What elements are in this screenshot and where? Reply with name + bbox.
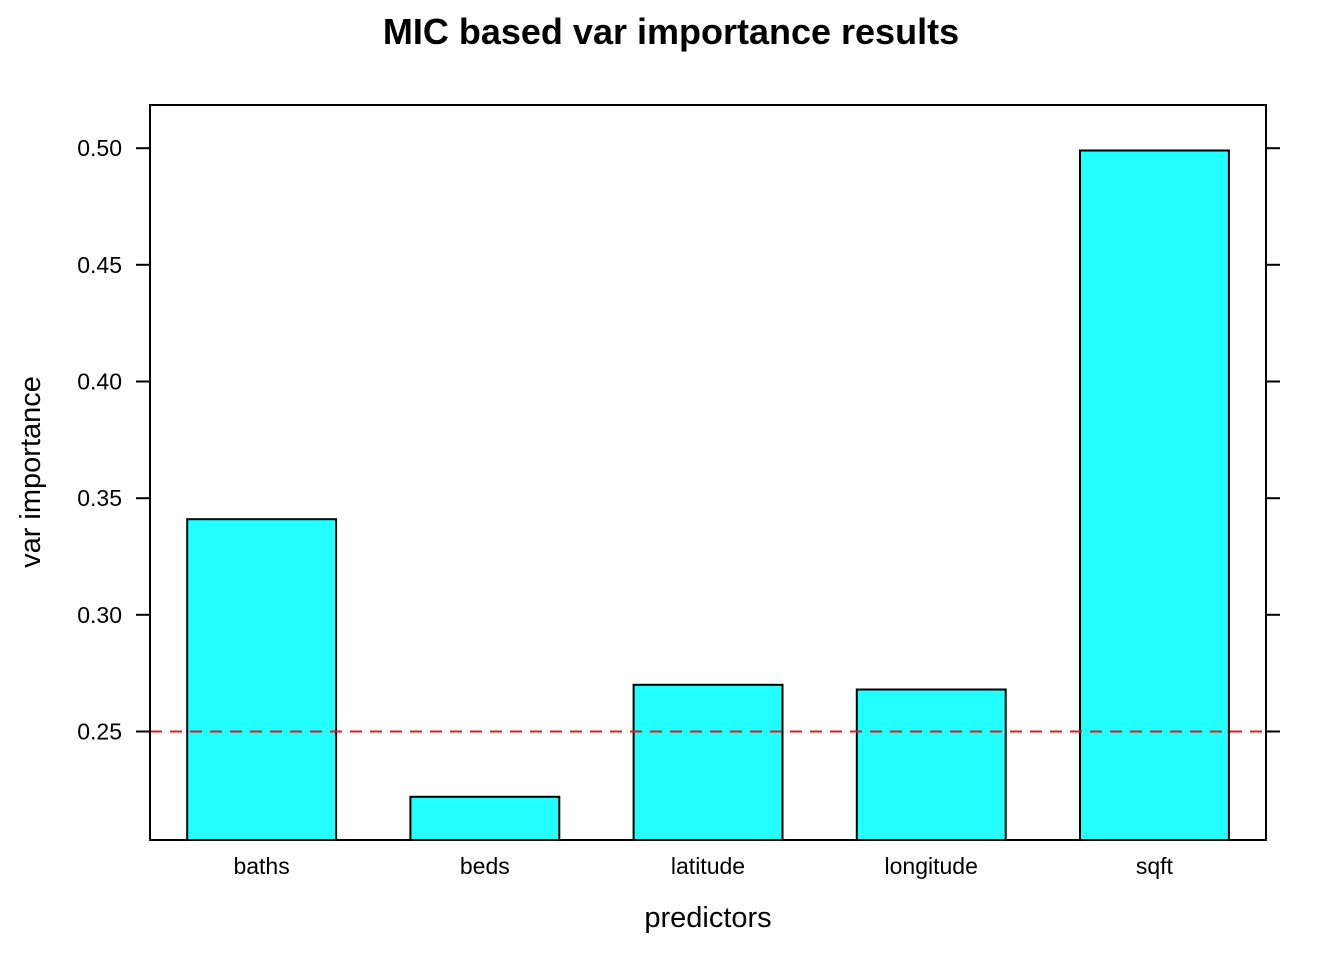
- plot-frame: [149, 104, 1267, 841]
- bar-baths: [186, 518, 338, 841]
- x-tick-label: sqft: [1136, 853, 1174, 879]
- x-tick-label: baths: [233, 853, 289, 879]
- y-tick-label: 0.25: [77, 719, 122, 745]
- y-tick-label: 0.35: [77, 485, 122, 511]
- plot-area: baths beds latitude longitude sqft 0.25 0.30 0.…: [77, 104, 1280, 879]
- x-tick-label: latitude: [671, 853, 745, 879]
- x-tick-label: beds: [460, 853, 510, 879]
- x-tick-label: longitude: [885, 853, 978, 879]
- y-tick-label: 0.50: [77, 135, 122, 161]
- bar-latitude: [632, 683, 784, 841]
- x-axis-label: predictors: [644, 902, 771, 934]
- chart-title: MIC based var importance results: [383, 11, 959, 52]
- bar-beds: [409, 795, 561, 841]
- y-tick-label: 0.30: [77, 602, 122, 628]
- y-tick-label: 0.45: [77, 252, 122, 278]
- bar-longitude: [855, 688, 1007, 841]
- y-tick-label: 0.40: [77, 369, 122, 395]
- bar-sqft: [1079, 149, 1230, 841]
- y-axis-label: var importance: [15, 376, 47, 568]
